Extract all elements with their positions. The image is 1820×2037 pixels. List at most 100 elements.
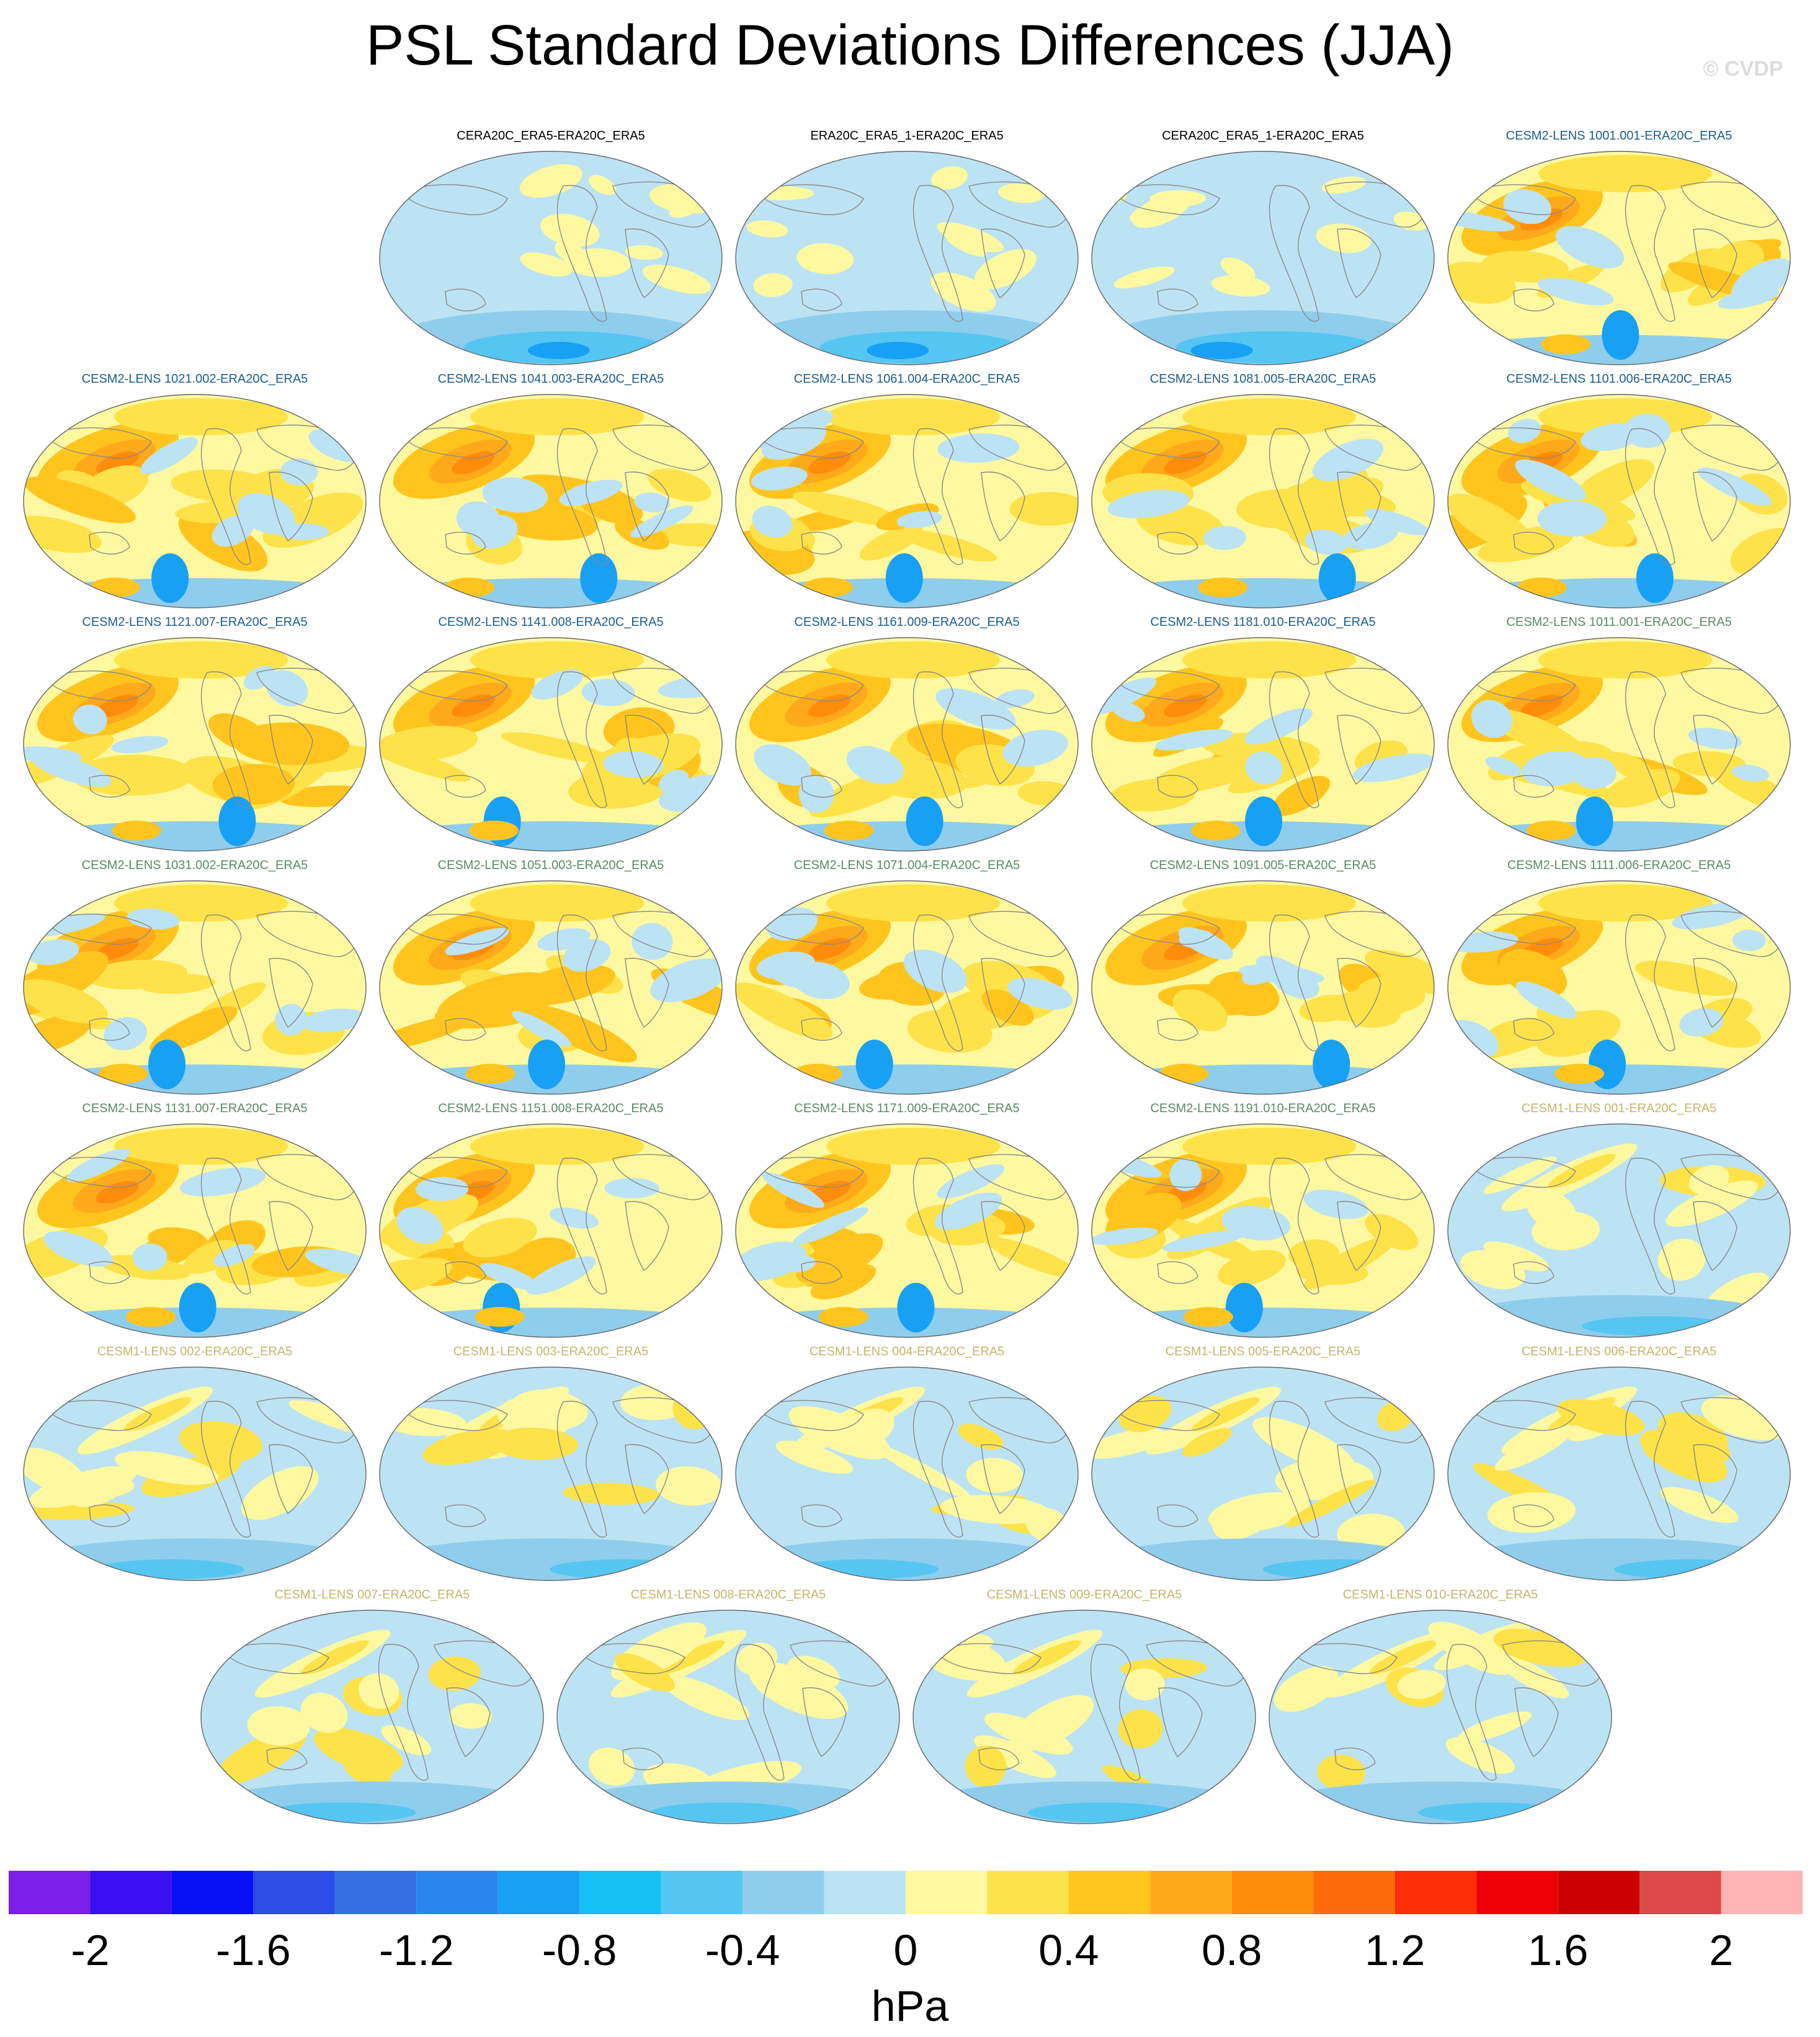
map-panel: CESM2-LENS 1041.003-ERA20C_ERA5 <box>377 371 725 610</box>
map-panel: CESM2-LENS 1161.009-ERA20C_ERA5 <box>733 614 1081 854</box>
map-panel-title: CESM1-LENS 009-ERA20C_ERA5 <box>986 1588 1182 1602</box>
map-panel-field <box>21 1121 368 1340</box>
map-panel: CESM2-LENS 1081.005-ERA20C_ERA5 <box>1089 371 1437 610</box>
page-title: PSL Standard Deviations Differences (JJA… <box>366 14 1454 77</box>
map-panel-field <box>733 635 1081 854</box>
map-panel: CESM1-LENS 005-ERA20C_ERA5 <box>1089 1344 1437 1583</box>
map-panel-field <box>1445 1121 1793 1340</box>
map-panel-title: CESM2-LENS 1011.001-ERA20C_ERA5 <box>1506 615 1732 629</box>
map-panel-field <box>733 1121 1081 1340</box>
map-panel-title: CESM2-LENS 1051.003-ERA20C_ERA5 <box>437 858 664 872</box>
map-panel-field <box>377 1365 725 1583</box>
map-panel-field <box>733 149 1081 367</box>
map-panel-field <box>377 635 725 854</box>
map-panel-title: CESM2-LENS 1081.005-ERA20C_ERA5 <box>1149 372 1376 386</box>
map-panel-title: CESM2-LENS 1031.002-ERA20C_ERA5 <box>81 858 308 872</box>
map-panel-title: CERA20C_ERA5_1-ERA20C_ERA5 <box>1162 129 1364 143</box>
map-panel-field <box>911 1608 1258 1826</box>
map-panel: CERA20C_ERA5_1-ERA20C_ERA5 <box>1089 128 1437 367</box>
map-panel-title: CESM2-LENS 1041.003-ERA20C_ERA5 <box>437 372 664 386</box>
map-panel: CESM2-LENS 1171.009-ERA20C_ERA5 <box>733 1100 1081 1340</box>
map-panel: CESM2-LENS 1091.005-ERA20C_ERA5 <box>1089 857 1437 1097</box>
map-panel-field <box>1089 392 1437 610</box>
map-panel-field <box>1089 1121 1437 1340</box>
map-panel-field <box>21 392 368 610</box>
map-panel-field <box>1445 1365 1793 1583</box>
map-panel-title: CESM2-LENS 1061.004-ERA20C_ERA5 <box>793 372 1020 386</box>
map-panel-title: CESM1-LENS 010-ERA20C_ERA5 <box>1342 1588 1538 1602</box>
map-panel-field <box>1445 878 1793 1097</box>
map-panel-field <box>377 392 725 610</box>
watermark: © CVDP <box>1703 57 1783 81</box>
map-panel-field <box>377 149 725 367</box>
map-panel-field <box>377 1121 725 1340</box>
map-panel: CESM2-LENS 1021.002-ERA20C_ERA5 <box>21 371 368 610</box>
map-panel: CESM2-LENS 1191.010-ERA20C_ERA5 <box>1089 1100 1437 1340</box>
map-panel-title: CESM2-LENS 1141.008-ERA20C_ERA5 <box>438 615 664 629</box>
map-panel-title: CESM2-LENS 1111.006-ERA20C_ERA5 <box>1507 858 1731 872</box>
map-panel-field <box>1089 878 1437 1097</box>
map-panel: CESM2-LENS 1121.007-ERA20C_ERA5 <box>21 614 368 854</box>
map-panel: CESM2-LENS 1071.004-ERA20C_ERA5 <box>733 857 1081 1097</box>
map-panel: CESM2-LENS 1051.003-ERA20C_ERA5 <box>377 857 725 1097</box>
map-panel-field <box>1089 1365 1437 1583</box>
map-panel: CESM1-LENS 003-ERA20C_ERA5 <box>377 1344 725 1583</box>
map-panel-title: CESM2-LENS 1161.009-ERA20C_ERA5 <box>794 615 1020 629</box>
map-panel: CESM2-LENS 1141.008-ERA20C_ERA5 <box>377 614 725 854</box>
map-panel-title: CESM1-LENS 005-ERA20C_ERA5 <box>1165 1345 1361 1358</box>
map-panel-title: CESM2-LENS 1191.010-ERA20C_ERA5 <box>1150 1102 1376 1115</box>
map-panel-title: CESM2-LENS 1181.010-ERA20C_ERA5 <box>1150 615 1376 629</box>
map-panel-field <box>1089 635 1437 854</box>
map-panel-field <box>1445 392 1793 610</box>
map-panel: CESM1-LENS 007-ERA20C_ERA5 <box>199 1587 546 1826</box>
map-panel-title: CESM1-LENS 003-ERA20C_ERA5 <box>453 1345 649 1358</box>
map-panel-field <box>1267 1608 1614 1826</box>
map-panel: CESM1-LENS 008-ERA20C_ERA5 <box>555 1587 902 1826</box>
map-panel-title: CESM1-LENS 001-ERA20C_ERA5 <box>1521 1102 1717 1115</box>
map-panel-title: CESM2-LENS 1121.007-ERA20C_ERA5 <box>82 615 308 629</box>
map-panel: CESM1-LENS 010-ERA20C_ERA5 <box>1267 1587 1614 1826</box>
map-panel: CESM2-LENS 1061.004-ERA20C_ERA5 <box>733 371 1081 610</box>
map-panel: CESM2-LENS 1031.002-ERA20C_ERA5 <box>21 857 368 1097</box>
map-panel-field <box>1445 635 1793 854</box>
map-panel-field <box>21 1365 368 1583</box>
map-panel: CESM2-LENS 1111.006-ERA20C_ERA5 <box>1445 857 1793 1097</box>
map-panel: CERA20C_ERA5-ERA20C_ERA5 <box>377 128 725 367</box>
map-panel: CESM1-LENS 004-ERA20C_ERA5 <box>733 1344 1081 1583</box>
map-panel-title: CESM1-LENS 002-ERA20C_ERA5 <box>97 1345 293 1358</box>
map-panel-title: ERA20C_ERA5_1-ERA20C_ERA5 <box>810 129 1004 143</box>
map-panel: CESM1-LENS 002-ERA20C_ERA5 <box>21 1344 368 1583</box>
map-panel-title: CERA20C_ERA5-ERA20C_ERA5 <box>457 129 645 143</box>
map-panel-field <box>1445 149 1793 367</box>
map-panel-title: CESM1-LENS 004-ERA20C_ERA5 <box>809 1345 1005 1358</box>
map-panel-field <box>1089 149 1437 367</box>
map-panel-field <box>21 878 368 1097</box>
map-panel: CESM2-LENS 1131.007-ERA20C_ERA5 <box>21 1100 368 1340</box>
map-panel: CESM2-LENS 1101.006-ERA20C_ERA5 <box>1445 371 1793 610</box>
map-panel-title: CESM1-LENS 006-ERA20C_ERA5 <box>1521 1345 1717 1358</box>
map-panel-field <box>733 392 1081 610</box>
colorbar-units: hPa <box>871 1982 949 2030</box>
map-panel: CESM2-LENS 1011.001-ERA20C_ERA5 <box>1445 614 1793 854</box>
map-panel-field <box>21 635 368 854</box>
map-panel: CESM2-LENS 1181.010-ERA20C_ERA5 <box>1089 614 1437 854</box>
map-panel: CESM1-LENS 001-ERA20C_ERA5 <box>1445 1100 1793 1340</box>
map-panel-title: CESM1-LENS 007-ERA20C_ERA5 <box>274 1588 470 1602</box>
map-panel-title: CESM1-LENS 008-ERA20C_ERA5 <box>630 1588 826 1602</box>
map-panel-title: CESM2-LENS 1101.006-ERA20C_ERA5 <box>1506 372 1732 386</box>
map-panel-title: CESM2-LENS 1091.005-ERA20C_ERA5 <box>1149 858 1376 872</box>
map-panel: ERA20C_ERA5_1-ERA20C_ERA5 <box>733 128 1081 367</box>
map-panel: CESM1-LENS 006-ERA20C_ERA5 <box>1445 1344 1793 1583</box>
map-panel-title: CESM2-LENS 1171.009-ERA20C_ERA5 <box>794 1102 1020 1115</box>
map-panel: CESM2-LENS 1001.001-ERA20C_ERA5 <box>1445 128 1793 367</box>
map-panel: CESM1-LENS 009-ERA20C_ERA5 <box>911 1587 1258 1826</box>
map-panel-title: CESM2-LENS 1131.007-ERA20C_ERA5 <box>82 1102 308 1115</box>
map-panel-field <box>377 878 725 1097</box>
map-panel-field <box>733 1365 1081 1583</box>
map-panel-field <box>555 1608 902 1826</box>
map-panel: CESM2-LENS 1151.008-ERA20C_ERA5 <box>377 1100 725 1340</box>
map-panel-title: CESM2-LENS 1001.001-ERA20C_ERA5 <box>1506 129 1733 143</box>
map-panel-title: CESM2-LENS 1151.008-ERA20C_ERA5 <box>438 1102 664 1115</box>
map-panel-title: CESM2-LENS 1021.002-ERA20C_ERA5 <box>81 372 308 386</box>
